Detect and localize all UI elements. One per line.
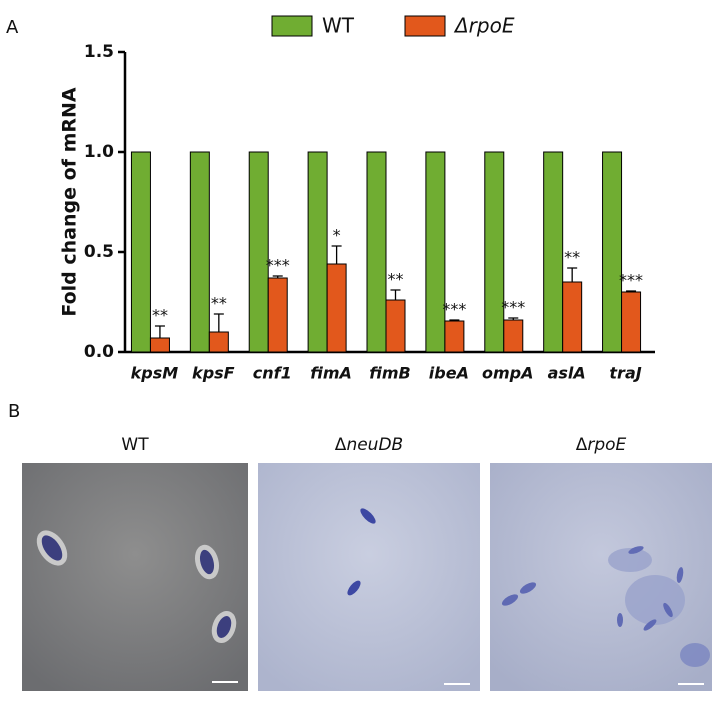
bar: [366, 151, 387, 353]
cells: [501, 546, 710, 667]
legend-swatch: [271, 15, 313, 37]
significance-label: **: [152, 306, 168, 325]
bar: [130, 151, 151, 353]
image-title: ΔneuDB: [335, 435, 403, 455]
cells: [347, 508, 376, 596]
error-bar: [449, 319, 460, 321]
error-bar: [154, 325, 165, 338]
error-bar: [390, 289, 401, 300]
x-tick-label: traJ: [609, 364, 641, 383]
significance-label: *: [333, 226, 341, 245]
x-tick-label: ompA: [482, 364, 534, 383]
bar: [503, 319, 524, 353]
error-bar: [213, 313, 224, 332]
bar: [543, 151, 564, 353]
x-tick-label: fimB: [369, 364, 410, 383]
legend-swatch: [404, 15, 446, 37]
x-tick-label: cnf1: [253, 364, 292, 383]
bar: [149, 337, 170, 353]
significance-label: **: [564, 248, 580, 267]
bar: [602, 151, 623, 353]
bar: [385, 299, 406, 353]
bar: [248, 151, 269, 353]
significance-label: ***: [266, 256, 290, 275]
image-title-symbol: Δ: [576, 435, 588, 455]
micrographs: [22, 463, 712, 691]
bar: [208, 331, 229, 353]
bar: [562, 281, 583, 353]
micrograph: [258, 463, 480, 691]
legend-label: ΔrpoE: [453, 14, 515, 38]
image-title-name: WT: [121, 435, 149, 455]
x-tick-label: aslA: [548, 364, 586, 383]
error-bar: [272, 275, 283, 278]
bar: [444, 320, 465, 353]
y-tick-label: 0.5: [84, 242, 114, 262]
x-tick-label: ibeA: [429, 364, 469, 383]
image-title-symbol: Δ: [335, 435, 347, 455]
bar: [484, 151, 505, 353]
error-bar: [331, 245, 342, 264]
bar: [267, 277, 288, 353]
x-tick-label: kpsF: [192, 364, 235, 383]
error-bar: [567, 267, 578, 282]
y-tick-label: 1.0: [84, 142, 114, 162]
panel-label: A: [6, 17, 19, 38]
image-title: WT: [121, 435, 149, 455]
x-tick-label: fimA: [310, 364, 352, 383]
error-bar: [508, 317, 519, 320]
panel-label: B: [8, 401, 20, 422]
bar: [425, 151, 446, 353]
x-tick-label: kpsM: [131, 364, 179, 383]
legend-label: WT: [322, 14, 355, 38]
bar: [189, 151, 210, 353]
bar: [621, 291, 642, 353]
bar: [326, 263, 347, 353]
micrograph: [490, 463, 712, 691]
image-title: ΔrpoE: [576, 435, 627, 455]
bar: [307, 151, 328, 353]
y-axis-label: Fold change of mRNA: [59, 87, 81, 316]
y-tick-label: 1.5: [84, 42, 114, 62]
significance-label: ***: [442, 300, 466, 319]
significance-label: ***: [619, 271, 643, 290]
y-tick-label: 0.0: [84, 342, 114, 362]
image-title-name: neuDB: [346, 435, 403, 455]
error-bar: [626, 290, 637, 292]
significance-label: ***: [501, 298, 525, 317]
significance-label: **: [388, 270, 404, 289]
image-title-name: rpoE: [587, 435, 626, 455]
significance-label: **: [211, 294, 227, 313]
cells: [36, 530, 237, 644]
